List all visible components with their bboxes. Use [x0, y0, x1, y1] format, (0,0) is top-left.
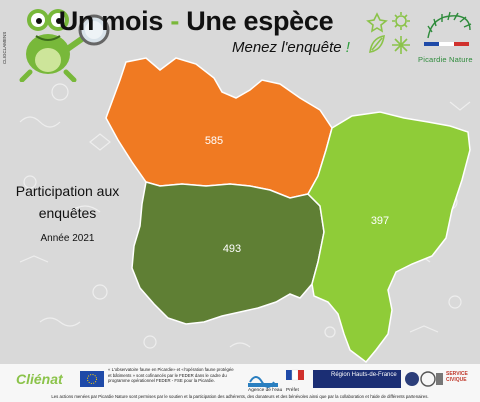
eu-flag-icon — [80, 371, 104, 387]
flower-icon — [366, 12, 388, 33]
leaf-icon — [369, 35, 385, 53]
map-region-est — [307, 111, 471, 364]
subtitle-mark: ! — [345, 39, 350, 56]
panel-title-line-1: Participation aux — [15, 183, 120, 199]
map-region-nord-ouest — [105, 57, 333, 199]
partner-1-label: Agence de l'eau — [248, 388, 283, 393]
region-value-nord-ouest: 585 — [205, 135, 223, 147]
panel-title: Participation aux enquêtes — [0, 180, 135, 224]
region-value-sud-ouest: 493 — [223, 243, 241, 255]
clienat-logo: Cliénat — [16, 371, 63, 387]
picardie-nature-logo — [424, 11, 472, 46]
panel-title-line-2: enquêtes — [38, 205, 97, 221]
main-title: Un mois - Une espèce — [0, 6, 392, 37]
map-region-sud-ouest — [131, 181, 325, 325]
frog-mascot-icon — [19, 9, 110, 82]
agence-eau-logo — [248, 376, 278, 388]
title-dash: - — [170, 6, 180, 36]
snowflake-icon — [392, 36, 410, 54]
prefet-logo — [286, 369, 304, 381]
partner-icons — [405, 371, 443, 387]
footer-partners-text: Les actions menées par Picardie Nature s… — [51, 394, 429, 399]
sun-icon — [395, 15, 407, 27]
subtitle-text: Menez l'enquête — [232, 39, 342, 56]
season-icons — [366, 12, 410, 54]
subtitle: Menez l'enquête ! — [232, 39, 350, 56]
service-civique-logo: SERVICE CIVIQUE — [446, 371, 468, 383]
region-value-est: 397 — [371, 215, 389, 227]
partner-2-label: Préfet — [286, 388, 299, 393]
region-hdf-logo: Région Hauts-de-France — [313, 370, 401, 388]
brand-name: Picardie Nature — [418, 55, 473, 64]
panel-year: Année 2021 — [40, 233, 95, 244]
title-part-2: Une espèce — [186, 6, 334, 36]
title-part-1: Un mois — [58, 6, 164, 36]
eu-funding-text: « L'observatoire faune en Picardie» et «… — [108, 367, 234, 384]
